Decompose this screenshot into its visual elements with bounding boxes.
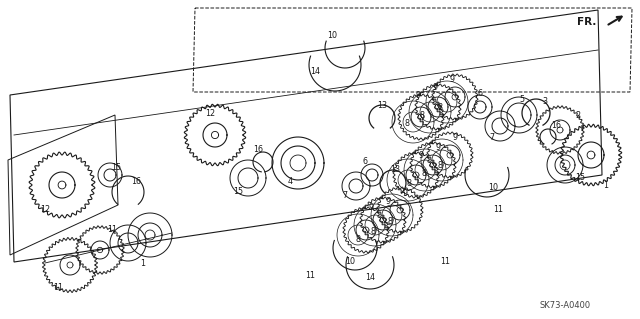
Text: 8: 8 <box>371 226 376 235</box>
Text: 8: 8 <box>355 234 360 243</box>
Text: 2: 2 <box>575 110 580 120</box>
Text: 11: 11 <box>493 205 503 214</box>
Text: 3: 3 <box>543 97 547 106</box>
Text: FR.: FR. <box>577 17 596 27</box>
Text: 10: 10 <box>345 257 355 266</box>
Text: 9: 9 <box>449 76 454 85</box>
Text: 8: 8 <box>422 169 426 179</box>
Text: 7: 7 <box>342 191 348 201</box>
Text: 11: 11 <box>305 271 315 279</box>
Text: 16: 16 <box>551 121 561 130</box>
Text: 15: 15 <box>575 174 585 182</box>
Text: 1: 1 <box>141 258 145 268</box>
Text: 11: 11 <box>440 257 450 266</box>
Text: 14: 14 <box>310 68 320 77</box>
Text: 9: 9 <box>415 92 420 100</box>
Text: 13: 13 <box>390 166 400 174</box>
Text: 6: 6 <box>477 88 483 98</box>
Text: 13: 13 <box>377 100 387 109</box>
Text: 9: 9 <box>452 133 458 143</box>
Text: 16: 16 <box>253 145 263 154</box>
Text: 8: 8 <box>404 118 410 128</box>
Text: 15: 15 <box>111 164 121 173</box>
Text: 6: 6 <box>362 158 367 167</box>
Text: 12: 12 <box>40 205 50 214</box>
Text: 7: 7 <box>490 133 495 143</box>
Text: 10: 10 <box>327 31 337 40</box>
Text: 15: 15 <box>233 188 243 197</box>
Text: 11: 11 <box>107 226 117 234</box>
Text: 8: 8 <box>387 218 392 226</box>
Text: 11: 11 <box>53 283 63 292</box>
Text: 9: 9 <box>433 84 438 93</box>
Text: SK73-A0400: SK73-A0400 <box>540 301 591 310</box>
Text: 8: 8 <box>438 160 442 169</box>
Text: 16: 16 <box>131 176 141 186</box>
Text: 1: 1 <box>604 181 609 189</box>
Text: 8: 8 <box>438 102 442 112</box>
Text: 9: 9 <box>403 189 408 197</box>
Text: 9: 9 <box>369 204 374 212</box>
Text: 14: 14 <box>365 273 375 283</box>
Text: 10: 10 <box>488 183 498 192</box>
Text: 8: 8 <box>406 179 412 188</box>
Text: 12: 12 <box>205 108 215 117</box>
Text: 5: 5 <box>520 95 525 105</box>
Text: 9: 9 <box>419 151 424 160</box>
Text: 9: 9 <box>385 197 390 205</box>
Text: 4: 4 <box>287 177 292 187</box>
Text: 9: 9 <box>435 143 440 152</box>
Text: 8: 8 <box>419 110 424 120</box>
